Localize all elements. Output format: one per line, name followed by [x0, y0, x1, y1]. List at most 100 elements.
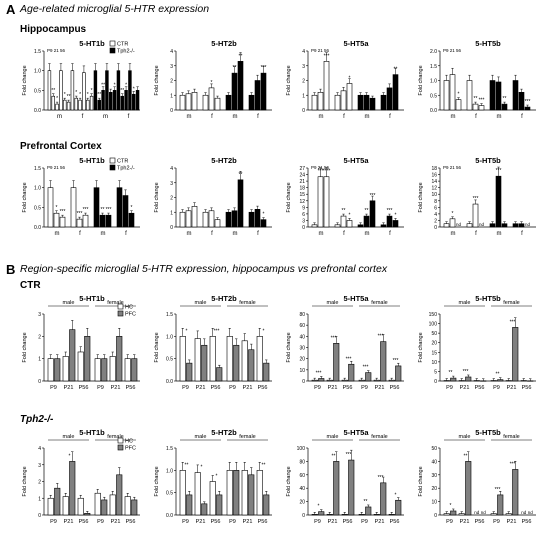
- age-tick-label: P56: [475, 385, 485, 391]
- significance-label: *: [452, 211, 454, 217]
- bar: [77, 351, 84, 382]
- bar: [466, 80, 473, 111]
- bar: [248, 211, 255, 228]
- y-tick-label: 2: [302, 79, 305, 85]
- sex-label-male: male: [459, 300, 471, 306]
- bar: [214, 97, 221, 111]
- sex-label-male: male: [63, 434, 75, 440]
- bar: [179, 94, 186, 111]
- significance-label: *: [186, 328, 188, 334]
- bar: [191, 91, 198, 111]
- bar: [47, 70, 52, 111]
- significance-label: *: [64, 92, 66, 98]
- significance-label: ***: [83, 207, 89, 213]
- bar: [135, 90, 140, 111]
- group-label-f: f: [79, 231, 81, 237]
- y-tick-label: 10: [431, 500, 437, 506]
- significance-label: **: [449, 370, 453, 376]
- legend-label: HC: [125, 305, 133, 311]
- bar: [226, 336, 233, 382]
- y-tick-label: 0.5: [34, 88, 41, 94]
- bar: [237, 61, 244, 111]
- age-tick-label: P9: [446, 385, 453, 391]
- significance-label: **: [97, 92, 101, 98]
- bar: [495, 81, 502, 111]
- bar: [233, 470, 240, 516]
- bar: [216, 367, 223, 382]
- chart-a1-5ht1b-hippocampus: 5-HT1b Fold change 0.0 0.5 1.0 1.5 P9 21 56 m f m…: [22, 39, 140, 120]
- legend-swatch: [117, 444, 124, 451]
- y-tick-label: 80: [299, 459, 305, 465]
- sex-label-male: male: [195, 434, 207, 440]
- age-tick-label: P21: [243, 519, 253, 525]
- section-b-letter: B: [6, 262, 16, 277]
- group-label-m: m: [497, 231, 502, 237]
- bar: [231, 210, 238, 228]
- bar: [70, 187, 77, 228]
- significance-label: ***: [479, 98, 485, 104]
- y-tick-label: 0.5: [166, 491, 173, 497]
- y-tick-label: 8: [434, 199, 437, 205]
- age-tick-label: P21: [64, 385, 74, 391]
- y-tick-label: 1.5: [430, 64, 437, 70]
- y-tick-label: 16: [431, 173, 437, 179]
- y-tick-label: 0: [38, 379, 41, 385]
- bar: [186, 362, 193, 382]
- group-label-m: m: [233, 231, 238, 237]
- bar: [194, 338, 201, 382]
- panel-title: 5-HT1b: [79, 156, 105, 165]
- bar: [490, 513, 497, 516]
- age-tick-label: P56: [79, 385, 89, 391]
- y-tick-label: 30: [431, 473, 437, 479]
- panel-title: 5-HT2b: [211, 294, 237, 303]
- sex-label-male: male: [327, 434, 339, 440]
- y-tick-label: 1.0: [166, 468, 173, 474]
- significance-label: **: [239, 172, 243, 178]
- bar: [369, 200, 376, 228]
- y-tick-label: 20: [431, 486, 437, 492]
- age-tick-label: P56: [343, 385, 353, 391]
- y-tick-label: 2: [170, 196, 173, 202]
- y-tick-label: 1.0: [166, 334, 173, 340]
- bar: [450, 510, 457, 516]
- bar: [254, 208, 261, 228]
- y-tick-label: 0.0: [34, 108, 41, 114]
- bar: [520, 380, 527, 382]
- bar: [124, 496, 131, 516]
- bar: [388, 379, 395, 382]
- group-label-m: m: [365, 114, 370, 120]
- legend-swatch: [109, 164, 116, 171]
- bar: [395, 499, 402, 516]
- not-detected-label: nd: [525, 222, 531, 227]
- y-tick-label: 3: [170, 64, 173, 70]
- bar: [47, 358, 54, 382]
- significance-label: ***: [316, 370, 322, 376]
- not-detected-label: nd: [479, 222, 485, 227]
- y-axis-label: Fold change: [22, 466, 28, 496]
- bar: [66, 101, 71, 111]
- bar: [443, 223, 450, 228]
- significance-label: *: [318, 504, 320, 510]
- bar: [346, 220, 353, 228]
- age-tick-label: P56: [79, 519, 89, 525]
- age-tick-label: P9: [493, 385, 500, 391]
- significance-label: *: [125, 82, 127, 88]
- y-tick-label: 1: [302, 93, 305, 99]
- bar: [489, 80, 496, 111]
- significance-label: ***: [496, 168, 502, 174]
- sex-label-female: female: [239, 300, 256, 306]
- bar: [82, 214, 89, 228]
- significance-label: **: [503, 96, 507, 102]
- bar: [443, 513, 450, 516]
- bar: [76, 218, 83, 228]
- panel-title: 5-HT5a: [343, 294, 369, 303]
- y-tick-label: 60: [299, 323, 305, 329]
- y-tick-label: 10: [431, 360, 437, 366]
- significance-label: ***: [261, 65, 267, 71]
- not-detected-label: nd: [521, 510, 527, 515]
- bar: [128, 70, 132, 111]
- significance-label: **: [262, 462, 266, 468]
- sex-label-female: female: [371, 434, 388, 440]
- bar: [358, 379, 365, 382]
